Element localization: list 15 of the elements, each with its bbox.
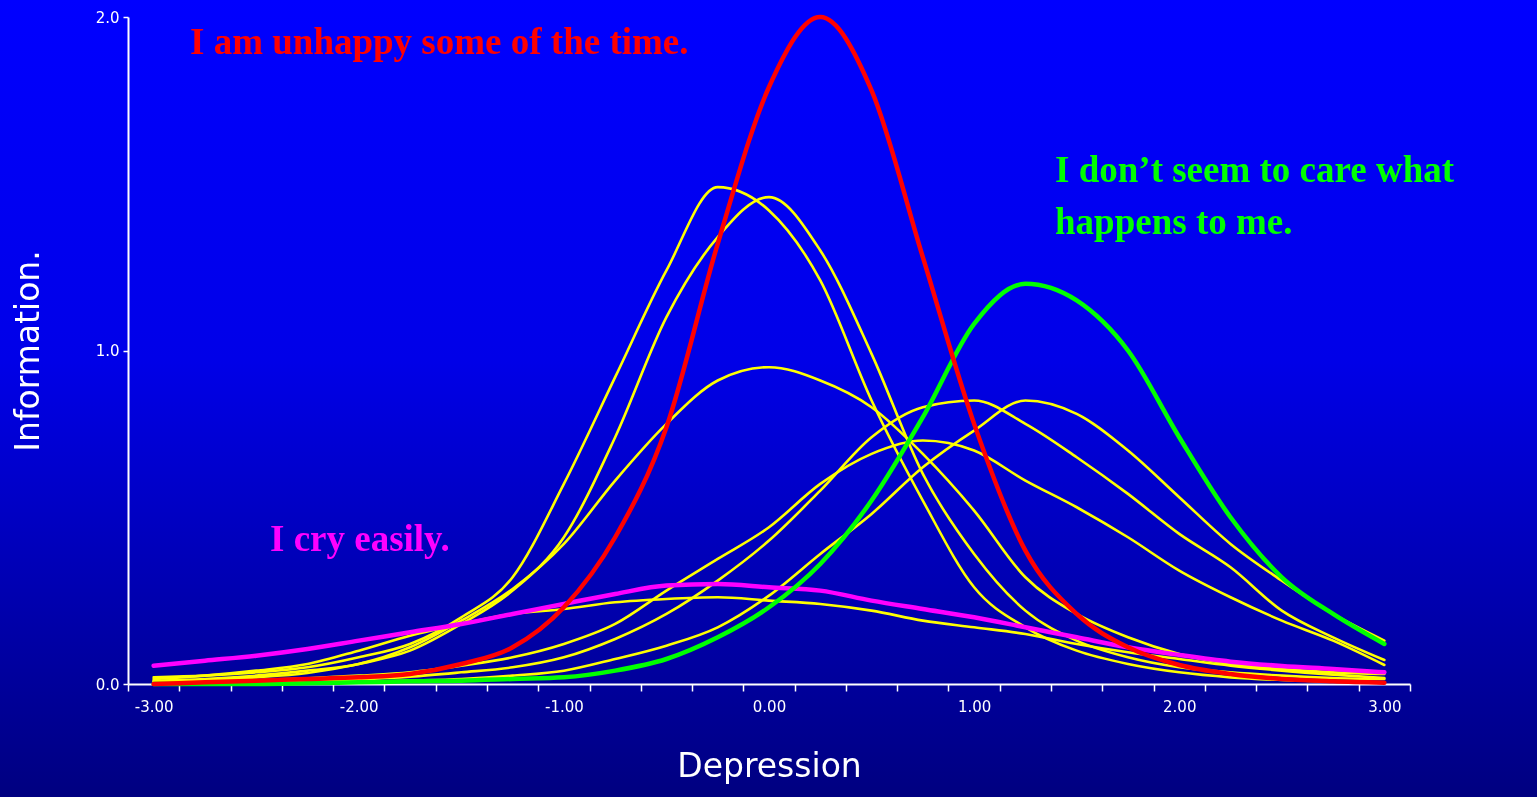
- y-tick-label: 0.0: [95, 675, 120, 694]
- y-tick-label: 2.0: [95, 8, 120, 27]
- x-tick-label: 3.00: [1368, 697, 1402, 716]
- x-tick-label: -2.00: [339, 697, 379, 716]
- x-tick-label: 0.00: [752, 697, 787, 716]
- series-label: I cry easily.: [270, 518, 450, 559]
- x-tick-label: -3.00: [134, 697, 174, 716]
- y-tick-label: 1.0: [95, 342, 120, 360]
- series-label: I don’t seem to care what happens to me.: [1055, 149, 1455, 242]
- x-tick-label: 2.00: [1163, 697, 1197, 716]
- x-axis-title: Depression: [677, 745, 862, 785]
- y-axis-title: Information.: [7, 250, 47, 452]
- text: I am unhappy some of the time.: [190, 21, 689, 62]
- x-tick-label: 1.00: [957, 697, 992, 716]
- x-tick-label: -1.00: [544, 697, 584, 716]
